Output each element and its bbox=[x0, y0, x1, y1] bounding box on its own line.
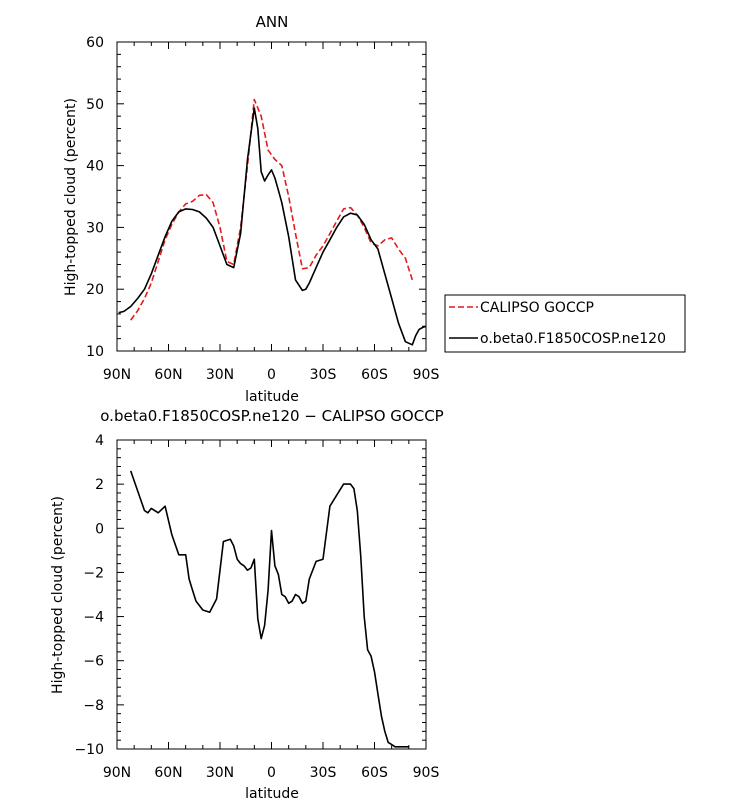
legend-label-model: o.beta0.F1850COSP.ne120 bbox=[480, 331, 666, 347]
x-tick-label: 90S bbox=[413, 765, 440, 781]
x-axis-label: latitude bbox=[245, 786, 299, 802]
x-tick-label: 60N bbox=[154, 765, 182, 781]
axis-ticks bbox=[116, 41, 427, 352]
y-tick-label: 4 bbox=[95, 433, 104, 449]
x-tick-labels: 90N 60N 30N 0 30S 60S 90S bbox=[103, 367, 440, 383]
x-tick-label: 0 bbox=[267, 765, 276, 781]
x-tick-label: 60N bbox=[154, 367, 182, 383]
x-tick-label: 90N bbox=[103, 367, 131, 383]
y-tick-label: 50 bbox=[86, 97, 104, 113]
x-tick-label: 30N bbox=[206, 765, 234, 781]
y-tick-label: −4 bbox=[83, 610, 104, 626]
x-tick-label: 60S bbox=[361, 367, 388, 383]
y-tick-label: 20 bbox=[86, 282, 104, 298]
y-tick-labels: 10 20 30 40 50 60 bbox=[86, 35, 104, 360]
x-tick-label: 0 bbox=[267, 367, 276, 383]
legend-box bbox=[444, 294, 686, 353]
legend-label-calipso: CALIPSO GOCCP bbox=[480, 300, 594, 316]
y-axis-label: High-topped cloud (percent) bbox=[63, 98, 79, 296]
y-tick-label: −2 bbox=[83, 565, 104, 581]
y-tick-label: 10 bbox=[86, 344, 104, 360]
series-line-o-beta0-f1850cosp-ne120 bbox=[118, 107, 427, 346]
series-line-difference bbox=[129, 470, 409, 748]
series-line-calipso-goccp bbox=[130, 98, 414, 321]
series-lines bbox=[118, 98, 427, 346]
x-axis-label: latitude bbox=[245, 389, 299, 405]
x-tick-label: 30N bbox=[206, 367, 234, 383]
y-tick-label: −6 bbox=[83, 654, 104, 670]
panel-top: ANN 10 20 30 40 50 60 90N 60N 30N 0 30S 60S 90S lat… bbox=[63, 13, 686, 405]
chart-title: o.beta0.F1850COSP.ne120 − CALIPSO GOCCP bbox=[100, 407, 443, 425]
x-tick-label: 30S bbox=[310, 765, 337, 781]
y-tick-label: 2 bbox=[95, 477, 104, 493]
chart-title: ANN bbox=[256, 13, 289, 31]
y-tick-label: 60 bbox=[86, 35, 104, 51]
y-tick-label: −10 bbox=[74, 742, 104, 758]
y-tick-label: 30 bbox=[86, 220, 104, 236]
x-tick-label: 90S bbox=[413, 367, 440, 383]
series-lines bbox=[129, 470, 409, 748]
x-tick-label: 30S bbox=[310, 367, 337, 383]
y-axis-label: High-topped cloud (percent) bbox=[50, 496, 66, 694]
legend: CALIPSO GOCCP o.beta0.F1850COSP.ne120 bbox=[444, 294, 686, 353]
x-tick-label: 90N bbox=[103, 765, 131, 781]
y-tick-label: 40 bbox=[86, 159, 104, 175]
axis-ticks bbox=[116, 439, 427, 750]
y-tick-labels: −10 −8 −6 −4 −2 0 2 4 bbox=[74, 433, 104, 758]
y-tick-label: 0 bbox=[95, 521, 104, 537]
y-tick-label: −8 bbox=[83, 698, 104, 714]
plot-frame bbox=[116, 41, 427, 352]
x-tick-label: 60S bbox=[361, 765, 388, 781]
x-tick-labels: 90N 60N 30N 0 30S 60S 90S bbox=[103, 765, 440, 781]
panel-bottom: o.beta0.F1850COSP.ne120 − CALIPSO GOCCP … bbox=[50, 407, 444, 802]
